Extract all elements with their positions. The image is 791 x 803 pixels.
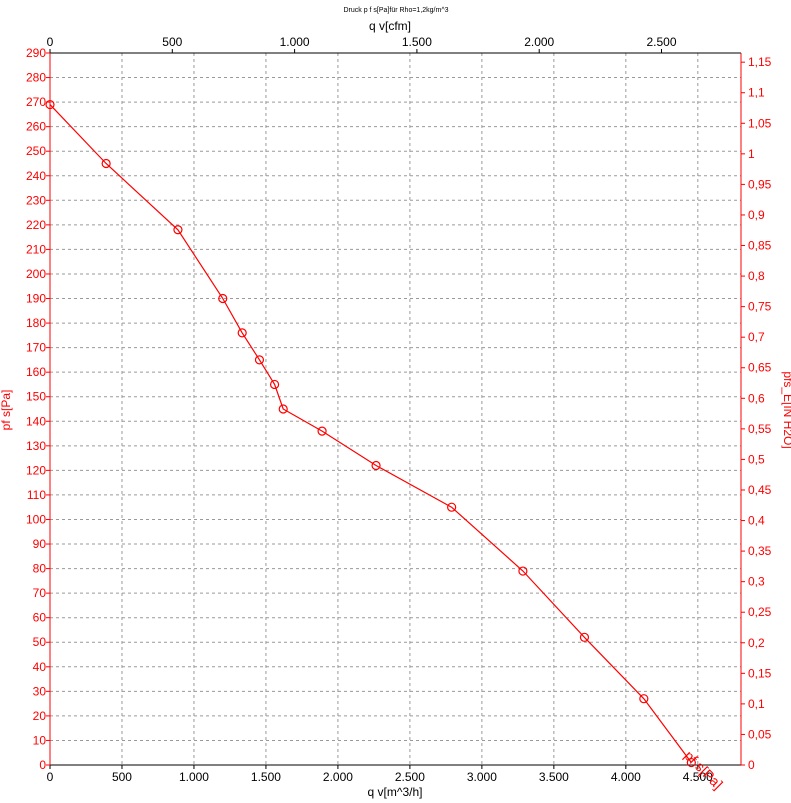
data-point bbox=[518, 566, 528, 576]
y-tick-label: 110 bbox=[27, 488, 46, 502]
y-axis-label: pf s[Pa] bbox=[0, 390, 13, 431]
series-line bbox=[49, 104, 692, 763]
x2-tick-label: 1.000 bbox=[280, 35, 310, 49]
y2-tick-label: 0 bbox=[748, 758, 755, 772]
y-tick-label: 210 bbox=[26, 242, 46, 256]
y-tick-label: 20 bbox=[33, 709, 47, 723]
y-tick-label: 290 bbox=[26, 46, 46, 60]
y-tick-label: 30 bbox=[33, 684, 47, 698]
data-point bbox=[254, 355, 265, 365]
series: pf s[Pa] bbox=[45, 99, 726, 792]
y2-tick-label: 0,25 bbox=[748, 605, 772, 619]
y-tick-label: 170 bbox=[26, 341, 46, 355]
y-tick-label: 60 bbox=[33, 611, 47, 625]
x2-tick-label: 500 bbox=[162, 35, 182, 49]
y2-tick-label: 0,45 bbox=[748, 483, 772, 497]
data-point bbox=[101, 158, 111, 169]
data-point bbox=[269, 379, 280, 390]
x-tick-label: 3.500 bbox=[539, 770, 569, 784]
x-axis-label: q v[m^3/h] bbox=[368, 785, 423, 799]
y2-tick-label: 0,2 bbox=[748, 636, 765, 650]
y2-axis-label: pfs_E[IN H2O] bbox=[781, 371, 791, 448]
x-tick-label: 1.000 bbox=[179, 770, 209, 784]
y-tick-label: 90 bbox=[33, 537, 47, 551]
y-tick-label: 130 bbox=[26, 439, 46, 453]
y-tick-label: 270 bbox=[26, 95, 46, 109]
x-tick-label: 2.000 bbox=[323, 770, 353, 784]
y-tick-label: 120 bbox=[26, 463, 46, 477]
y2-tick-label: 0,1 bbox=[748, 697, 765, 711]
x2-axis-label: q v[cfm] bbox=[369, 19, 411, 33]
y-tick-label: 80 bbox=[33, 562, 47, 576]
x-tick-label: 0 bbox=[47, 770, 54, 784]
y2-tick-label: 1,1 bbox=[748, 86, 765, 100]
data-point bbox=[579, 632, 590, 642]
x2-tick-label: 0 bbox=[47, 35, 54, 49]
y2-tick-label: 0,75 bbox=[748, 300, 772, 314]
y-tick-label: 260 bbox=[26, 120, 46, 134]
axes bbox=[46, 49, 745, 769]
data-point bbox=[371, 460, 381, 471]
y2-tick-label: 0,5 bbox=[748, 452, 765, 466]
data-point bbox=[173, 225, 183, 235]
data-point bbox=[639, 694, 649, 704]
y2-tick-label: 0,85 bbox=[748, 239, 772, 253]
y2-tick-label: 0,35 bbox=[748, 544, 772, 558]
y-tick-label: 40 bbox=[33, 660, 47, 674]
data-point bbox=[218, 293, 228, 304]
data-point bbox=[278, 404, 288, 414]
tick-labels: 0 500 1.000 1.500 2.000 2.500 3.000 3.500 4.000 4… bbox=[26, 35, 772, 784]
x2-tick-label: 2.500 bbox=[646, 35, 676, 49]
y-tick-label: 220 bbox=[26, 218, 46, 232]
y-tick-label: 100 bbox=[26, 512, 46, 526]
y2-tick-label: 0,55 bbox=[748, 422, 772, 436]
x-tick-label: 500 bbox=[112, 770, 132, 784]
data-point bbox=[447, 502, 457, 512]
y-tick-label: 240 bbox=[26, 169, 46, 183]
y2-tick-label: 1,15 bbox=[748, 55, 772, 69]
data-point bbox=[237, 328, 247, 338]
y2-tick-label: 0,65 bbox=[748, 361, 772, 375]
y2-tick-label: 0,9 bbox=[748, 208, 765, 222]
y-tick-label: 150 bbox=[26, 390, 46, 404]
y-tick-label: 250 bbox=[26, 144, 46, 158]
x-tick-label: 2.500 bbox=[395, 770, 425, 784]
y2-tick-label: 1 bbox=[748, 147, 755, 161]
y-tick-label: 190 bbox=[26, 292, 46, 306]
y-tick-label: 70 bbox=[33, 586, 47, 600]
data-point bbox=[317, 426, 327, 436]
y-tick-label: 50 bbox=[33, 635, 47, 649]
x-tick-label: 4.500 bbox=[683, 770, 713, 784]
data-point bbox=[686, 757, 696, 768]
x-tick-label: 4.000 bbox=[611, 770, 641, 784]
data-point bbox=[45, 99, 55, 110]
y2-tick-label: 0,7 bbox=[748, 330, 765, 344]
y-tick-label: 140 bbox=[26, 414, 46, 428]
y-tick-label: 10 bbox=[33, 733, 47, 747]
y-tick-label: 280 bbox=[26, 71, 46, 85]
y2-tick-label: 1,05 bbox=[748, 116, 772, 130]
chart-title: Druck p f s[Pa]für Rho=1,2kg/m^3 bbox=[343, 7, 448, 14]
y-tick-label: 160 bbox=[26, 365, 46, 379]
y-tick-label: 200 bbox=[26, 267, 46, 281]
x-tick-label: 3.000 bbox=[467, 770, 497, 784]
y2-tick-label: 0,4 bbox=[748, 514, 765, 528]
y2-tick-label: 0,05 bbox=[748, 727, 772, 741]
y2-tick-label: 0,95 bbox=[748, 177, 772, 191]
y-tick-label: 0 bbox=[39, 758, 46, 772]
y-tick-label: 180 bbox=[26, 316, 46, 330]
y2-tick-label: 0,6 bbox=[748, 391, 765, 405]
x2-tick-label: 2.000 bbox=[524, 35, 554, 49]
x2-tick-label: 1.500 bbox=[402, 35, 432, 49]
y2-tick-label: 0,3 bbox=[748, 575, 765, 589]
y2-tick-label: 0,8 bbox=[748, 269, 765, 283]
y-tick-label: 230 bbox=[26, 193, 46, 207]
grid bbox=[50, 52, 741, 765]
x-tick-label: 1.500 bbox=[251, 770, 281, 784]
y2-tick-label: 0,15 bbox=[748, 666, 772, 680]
